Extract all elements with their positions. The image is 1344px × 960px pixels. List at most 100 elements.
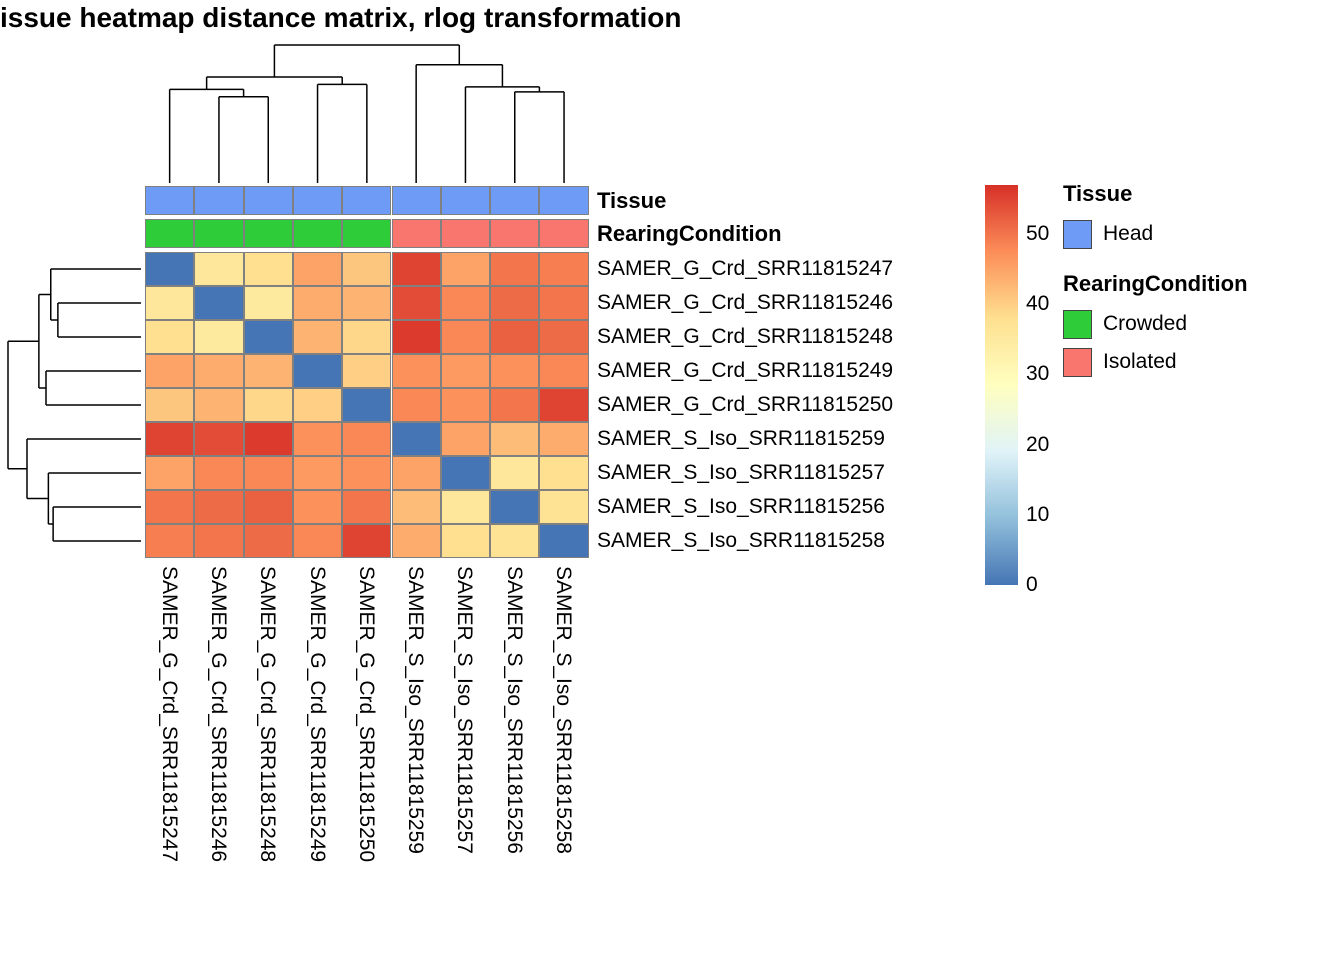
heatmap-cell <box>490 354 540 388</box>
heatmap-cell <box>391 354 441 388</box>
heatmap-cell <box>391 388 441 422</box>
heatmap-cell <box>243 252 293 286</box>
heatmap-cell <box>342 286 392 320</box>
heatmap-cell <box>243 456 293 490</box>
row-dendrogram <box>7 268 141 542</box>
heatmap-cell <box>194 388 244 422</box>
heatmap-cell <box>194 456 244 490</box>
row-label: SAMER_S_Iso_SRR11815258 <box>597 529 885 552</box>
heatmap-cell <box>440 354 491 388</box>
heatmap-cell <box>243 320 293 354</box>
heatmap-cell <box>194 252 244 286</box>
colorbar <box>985 185 1018 585</box>
heatmap-cell <box>440 456 491 490</box>
col-label-text: SAMER_G_Crd_SRR11815248 <box>256 566 280 863</box>
legend-tissue-title: Tissue <box>1063 181 1133 206</box>
heatmap-cell <box>490 252 540 286</box>
annotation-cell-rearingcondition <box>391 219 441 248</box>
heatmap-cell <box>194 524 244 558</box>
row-label: SAMER_G_Crd_SRR11815249 <box>597 359 894 382</box>
heatmap-cell <box>391 320 441 354</box>
heatmap-cell <box>490 286 540 320</box>
col-label-text: SAMER_S_Iso_SRR11815258 <box>552 566 576 854</box>
annotation-cell-tissue <box>292 186 343 215</box>
heatmap-cell <box>292 320 343 354</box>
heatmap-cell <box>440 422 491 456</box>
heatmap-cell <box>490 456 540 490</box>
heatmap-cell <box>243 388 293 422</box>
row-label: SAMER_G_Crd_SRR11815246 <box>597 291 894 314</box>
annotation-cell-rearingcondition <box>145 219 195 248</box>
annotation-cell-tissue <box>440 186 491 215</box>
heatmap-cell <box>243 286 293 320</box>
col-label-text: SAMER_S_Iso_SRR11815256 <box>502 566 526 854</box>
legend-item-isolated-label: Isolated <box>1103 350 1177 373</box>
annotation-cell-tissue <box>391 186 441 215</box>
heatmap-cell <box>292 456 343 490</box>
heatmap-cell <box>490 320 540 354</box>
heatmap-cell <box>292 524 343 558</box>
heatmap-cell <box>145 456 195 490</box>
heatmap-cell <box>145 490 195 524</box>
heatmap-cell <box>194 354 244 388</box>
annotation-cell-tissue <box>145 186 195 215</box>
heatmap-cell <box>490 388 540 422</box>
annotation-title-rearingcondition: RearingCondition <box>597 221 782 246</box>
col-label-text: SAMER_G_Crd_SRR11815250 <box>354 566 378 863</box>
heatmap-cell <box>342 524 392 558</box>
heatmap-cell <box>194 422 244 456</box>
heatmap-cell <box>539 252 589 286</box>
heatmap-cell <box>539 354 589 388</box>
heatmap-cell <box>490 422 540 456</box>
heatmap-cell <box>243 524 293 558</box>
heatmap-cell <box>243 422 293 456</box>
heatmap-cell <box>145 252 195 286</box>
crowded-color-swatch <box>1063 309 1092 339</box>
col-label-text: SAMER_S_Iso_SRR11815259 <box>404 566 428 854</box>
heatmap-cell <box>440 320 491 354</box>
heatmap-cell <box>342 320 392 354</box>
heatmap-cell <box>145 422 195 456</box>
column-dendrogram <box>168 44 565 183</box>
col-label-text: SAMER_G_Crd_SRR11815247 <box>157 566 181 863</box>
heatmap-cell <box>342 422 392 456</box>
colorbar-tick-label: 40 <box>1026 292 1050 316</box>
heatmap-cell <box>539 320 589 354</box>
col-label-text: SAMER_G_Crd_SRR11815249 <box>305 566 329 863</box>
heatmap-cell <box>342 354 392 388</box>
heatmap-cell <box>391 456 441 490</box>
heatmap-cell <box>440 286 491 320</box>
heatmap-cell <box>539 422 589 456</box>
heatmap-cell <box>391 490 441 524</box>
heatmap-cell <box>539 490 589 524</box>
row-label: SAMER_S_Iso_SRR11815257 <box>597 461 885 484</box>
heatmap-cell <box>292 252 343 286</box>
heatmap-cell <box>194 320 244 354</box>
annotation-cell-rearingcondition <box>342 219 392 248</box>
colorbar-tick-label: 20 <box>1026 432 1050 456</box>
heatmap-cell <box>539 286 589 320</box>
heatmap-cell <box>391 286 441 320</box>
col-label-text: SAMER_G_Crd_SRR11815246 <box>206 566 230 863</box>
legend-item-crowded: Crowded <box>1063 305 1248 343</box>
heatmap-cell <box>490 524 540 558</box>
colorbar-tick-label: 50 <box>1026 222 1050 246</box>
heatmap-cell <box>243 490 293 524</box>
annotation-cell-rearingcondition <box>490 219 540 248</box>
col-label-text: SAMER_S_Iso_SRR11815257 <box>453 566 477 854</box>
row-label: SAMER_S_Iso_SRR11815256 <box>597 495 885 518</box>
legend-item-crowded-label: Crowded <box>1103 312 1188 335</box>
legend-item-isolated: Isolated <box>1063 343 1248 381</box>
heatmap-cell <box>490 490 540 524</box>
row-label: SAMER_S_Iso_SRR11815259 <box>597 427 885 450</box>
annotation-cell-tissue <box>490 186 540 215</box>
heatmap-cell <box>440 490 491 524</box>
annotation-cell-tissue <box>539 186 589 215</box>
annotation-cell-rearingcondition <box>539 219 589 248</box>
heatmap-cell <box>292 286 343 320</box>
isolated-color-swatch <box>1063 347 1092 377</box>
row-label: SAMER_G_Crd_SRR11815250 <box>597 393 894 416</box>
annotation-title-tissue: Tissue <box>597 188 667 213</box>
legend-rearing-title: RearingCondition <box>1063 271 1248 296</box>
